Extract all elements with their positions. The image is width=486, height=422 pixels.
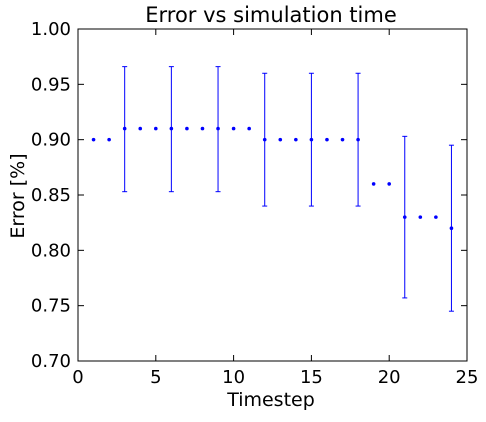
data-point: [325, 137, 329, 142]
x-tick-label: 25: [456, 367, 479, 388]
y-tick-label: 0.95: [31, 74, 71, 95]
data-point: [294, 137, 298, 142]
data-point: [138, 126, 143, 131]
y-tick-label: 0.85: [31, 185, 71, 206]
y-tick-label: 0.90: [31, 130, 71, 151]
data-points: [91, 126, 454, 230]
y-tick-label: 1.00: [31, 19, 71, 40]
chart-title: Error vs simulation time: [145, 3, 397, 27]
data-point: [247, 126, 251, 131]
data-point: [169, 126, 174, 131]
data-point: [449, 226, 454, 230]
data-point: [262, 137, 267, 142]
y-tick-label: 0.80: [31, 240, 71, 261]
data-point: [91, 137, 96, 142]
x-tick-label: 0: [72, 367, 83, 388]
data-point: [418, 215, 423, 219]
y-tick-label: 0.70: [31, 351, 71, 372]
plot-area-frame: [77, 28, 468, 362]
data-point: [434, 215, 438, 219]
data-point: [278, 137, 283, 142]
x-tick-label: 5: [150, 367, 161, 388]
data-point: [200, 126, 205, 131]
x-axis-label: Timestep: [226, 389, 315, 411]
data-point: [107, 137, 111, 142]
x-tick-label: 15: [300, 367, 323, 388]
x-tick-label: 20: [378, 367, 401, 388]
data-point: [231, 126, 236, 131]
data-point: [371, 182, 376, 186]
data-point: [340, 137, 345, 142]
axis-ticks: 0 5 10 15 20 25 0.70 0.75 0.80 0.85 0.90 0.95 1.00: [31, 19, 479, 388]
data-point: [154, 126, 158, 131]
data-point: [309, 137, 314, 142]
data-point: [216, 126, 220, 131]
y-tick-label: 0.75: [31, 296, 71, 317]
x-tick-label: 10: [222, 367, 245, 388]
data-point: [356, 137, 360, 142]
data-point: [387, 182, 392, 186]
data-point: [185, 126, 189, 131]
data-point: [402, 215, 407, 219]
y-axis-label: Error [%]: [7, 153, 29, 238]
data-point: [122, 126, 127, 131]
